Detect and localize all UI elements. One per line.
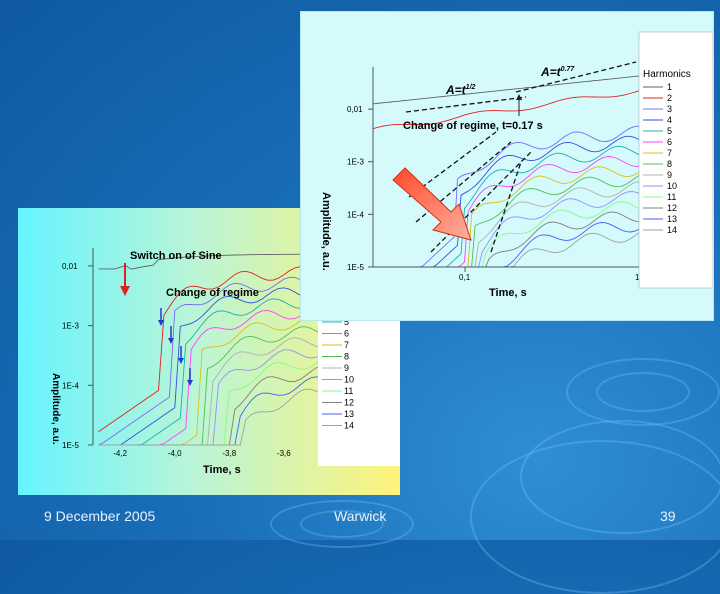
series-line-12 (373, 211, 641, 268)
y-tick-label: 0,01 (347, 105, 363, 114)
legend-label: 2 (667, 93, 672, 103)
x-tick-label: -4,2 (113, 449, 127, 458)
regime-arrow-head (178, 358, 184, 364)
legend-label: 10 (344, 375, 354, 385)
series-line-4 (373, 135, 641, 268)
legend-title: Harmonics (643, 69, 691, 80)
x-tick-label: 1 (635, 273, 640, 282)
regime-change-annotation: Change of regime, t=0.17 s (403, 120, 543, 132)
ripple-decoration (470, 440, 720, 594)
series-line-14 (373, 231, 641, 268)
legend-label: 7 (667, 148, 672, 158)
series-line-1 (372, 75, 641, 105)
highlight-arrow (392, 167, 472, 241)
x-tick-label: 0,1 (459, 273, 471, 282)
change-of-regime-annotation: Change of regime (166, 287, 259, 299)
legend-label: 9 (667, 170, 672, 180)
legend-label: 8 (344, 352, 349, 362)
footer-venue: Warwick (334, 508, 387, 524)
x-tick-label: -3,8 (222, 449, 236, 458)
y-tick-label: 1E-3 (62, 322, 79, 331)
x-axis-label: Time, s (203, 464, 241, 476)
series-line-13 (373, 222, 641, 268)
legend-label: 12 (344, 398, 354, 408)
regime-arrow-head (168, 338, 174, 344)
regime-point-arrow-head (516, 94, 522, 100)
fit-label-high: A=t0.77 (540, 65, 575, 79)
footer-date: 9 December 2005 (44, 508, 156, 524)
regime-change-chart-panel: 0,01 1E-3 1E-4 1E-5 0,1 1 Amplitude, a.u. Ti… (300, 11, 714, 321)
slide-number: 39 (660, 508, 676, 524)
series-line-2 (372, 89, 641, 130)
legend-label: 4 (667, 115, 672, 125)
fit-line (405, 96, 527, 113)
regime-change-chart: 0,01 1E-3 1E-4 1E-5 0,1 1 Amplitude, a.u. Ti… (320, 31, 714, 299)
legend-label: 6 (667, 137, 672, 147)
regime-arrow-head (187, 380, 193, 386)
legend-label: 5 (344, 317, 349, 327)
legend-label: 13 (344, 409, 354, 419)
legend-label: 5 (667, 126, 672, 136)
fit-label-low: A=t1/2 (445, 83, 476, 97)
x-axis-label: Time, s (489, 287, 527, 299)
legend-label: 6 (344, 329, 349, 339)
switch-on-arrow-head (120, 286, 130, 296)
y-tick-label: 1E-4 (62, 381, 79, 390)
y-axis-label: Amplitude, a.u. (320, 192, 332, 271)
legend-label: 8 (667, 159, 672, 169)
legend-label: 11 (344, 386, 353, 396)
ripple-decoration (300, 510, 384, 538)
y-tick-label: 1E-5 (62, 441, 79, 450)
legend-label: 7 (344, 340, 349, 350)
x-tick-label: -3,6 (277, 449, 291, 458)
legend-box (318, 318, 400, 466)
y-axis-label: Amplitude, a.u. (50, 373, 61, 445)
fit-line (515, 61, 637, 93)
legend-label: 13 (667, 214, 677, 224)
regime-arrow-head (158, 320, 164, 326)
legend-box (638, 31, 714, 289)
y-tick-label: 0,01 (62, 262, 78, 271)
y-tick-label: 1E-3 (347, 158, 364, 167)
ripple-decoration (566, 358, 720, 426)
x-tick-label: -4,0 (168, 449, 182, 458)
legend-label: 10 (667, 181, 677, 191)
legend-label: 12 (667, 203, 677, 213)
legend-label: 9 (344, 363, 349, 373)
switch-on-annotation: Switch on of Sine (130, 250, 222, 262)
legend-label: 11 (667, 192, 676, 202)
legend-label: 14 (344, 421, 354, 431)
legend-label: 14 (667, 225, 677, 235)
fit-line (430, 151, 532, 253)
legend-label: 1 (667, 82, 672, 92)
legend-label: 3 (667, 104, 672, 114)
y-tick-label: 1E-5 (347, 263, 364, 272)
y-tick-label: 1E-4 (347, 210, 364, 219)
